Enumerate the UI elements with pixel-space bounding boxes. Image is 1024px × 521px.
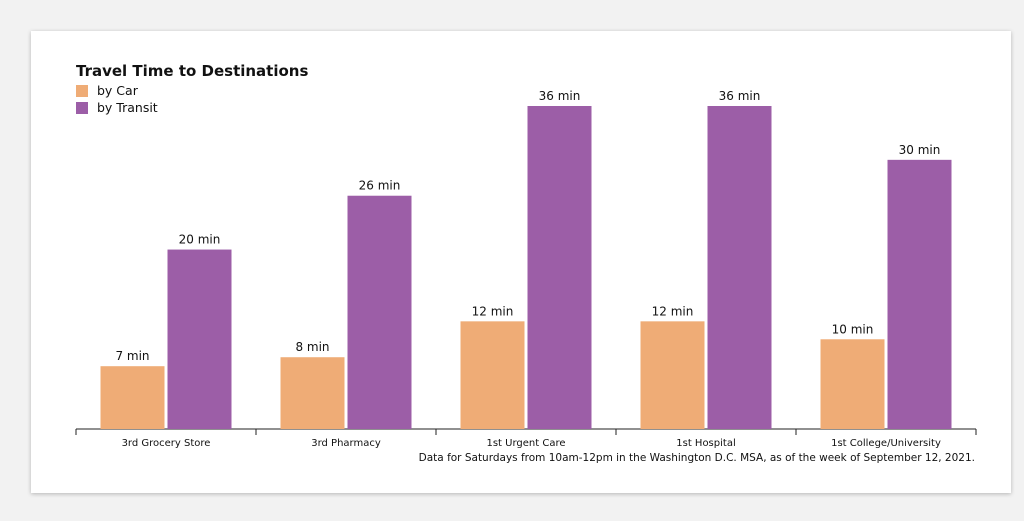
legend-item-transit: by Transit xyxy=(76,99,158,116)
bar-by-transit-1st-hospital xyxy=(707,106,772,429)
x-tick-label-3rd-pharmacy: 3rd Pharmacy xyxy=(311,438,381,449)
bar-by-transit-1st-college-university xyxy=(887,159,952,430)
data-label-by-car-1st-urgent-care: 12 min xyxy=(472,304,514,318)
bar-by-car-3rd-grocery-store xyxy=(100,366,165,429)
legend-label-car: by Car xyxy=(97,83,138,98)
chart-footnote: Data for Saturdays from 10am-12pm in the… xyxy=(418,452,975,464)
legend-label-transit: by Transit xyxy=(97,100,158,115)
bar-by-car-3rd-pharmacy xyxy=(280,357,345,429)
bar-chart: 7 min 20 min 3rd Grocery Store 8 min 26 min 3… xyxy=(75,89,977,449)
x-tick-label-1st-hospital: 1st Hospital xyxy=(676,438,735,449)
chart-title: Travel Time to Destinations xyxy=(76,62,309,80)
bar-by-car-1st-hospital xyxy=(640,321,705,429)
bar-by-transit-3rd-pharmacy xyxy=(347,195,412,429)
bar-by-transit-3rd-grocery-store xyxy=(167,249,232,429)
legend-item-car: by Car xyxy=(76,82,158,99)
data-label-by-transit-1st-urgent-care: 36 min xyxy=(539,89,581,103)
x-tick-label-3rd-grocery-store: 3rd Grocery Store xyxy=(122,438,211,449)
data-label-by-car-3rd-grocery-store: 7 min xyxy=(115,349,149,363)
data-label-by-transit-3rd-pharmacy: 26 min xyxy=(359,179,401,193)
data-label-by-transit-1st-college-university: 30 min xyxy=(899,143,941,157)
data-label-by-car-1st-hospital: 12 min xyxy=(652,304,694,318)
legend: by Car by Transit xyxy=(76,82,158,116)
bar-by-transit-1st-urgent-care xyxy=(527,106,592,429)
legend-swatch-transit xyxy=(76,101,88,114)
x-tick-label-1st-college-university: 1st College/University xyxy=(831,438,941,449)
bar-by-car-1st-college-university xyxy=(820,339,885,429)
data-label-by-car-1st-college-university: 10 min xyxy=(832,322,874,336)
data-label-by-car-3rd-pharmacy: 8 min xyxy=(295,340,329,354)
data-label-by-transit-3rd-grocery-store: 20 min xyxy=(179,233,221,247)
chart-card: Travel Time to Destinations by Car by Tr… xyxy=(31,31,1011,493)
data-label-by-transit-1st-hospital: 36 min xyxy=(719,89,761,103)
bar-by-car-1st-urgent-care xyxy=(460,321,525,429)
legend-swatch-car xyxy=(76,84,88,97)
x-tick-label-1st-urgent-care: 1st Urgent Care xyxy=(486,438,565,449)
